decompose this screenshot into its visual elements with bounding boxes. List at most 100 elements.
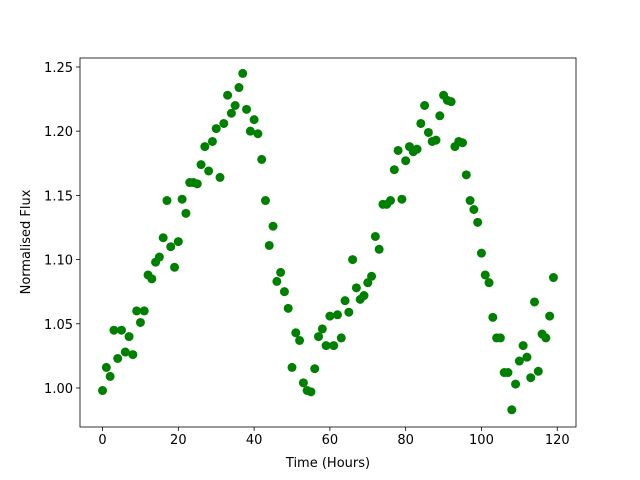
data-point	[314, 332, 324, 342]
data-point	[473, 217, 483, 227]
data-point	[359, 291, 369, 301]
data-point	[348, 255, 358, 265]
plot-frame	[79, 57, 577, 428]
data-point	[245, 126, 255, 136]
data-point	[173, 237, 183, 247]
data-point	[128, 350, 138, 360]
data-point	[514, 356, 524, 366]
data-point	[295, 335, 305, 345]
data-point	[234, 83, 244, 93]
data-point	[204, 166, 214, 176]
data-point	[397, 194, 407, 204]
x-tick-label: 80	[397, 433, 414, 448]
data-point	[495, 333, 505, 343]
data-point	[522, 352, 532, 362]
data-point	[321, 341, 331, 351]
data-point	[105, 371, 115, 381]
data-point	[332, 310, 342, 320]
data-point	[386, 196, 396, 206]
data-point	[367, 271, 377, 281]
data-point	[484, 278, 494, 288]
data-point	[158, 233, 168, 243]
y-tick-label: 1.20	[44, 125, 73, 140]
data-point	[272, 276, 282, 286]
data-point	[98, 386, 108, 396]
data-point	[325, 311, 335, 321]
data-point	[276, 267, 286, 277]
data-point	[135, 317, 145, 327]
data-point	[170, 262, 180, 272]
data-point	[132, 306, 142, 316]
data-point	[226, 108, 236, 118]
data-point	[223, 90, 233, 100]
data-point	[416, 118, 426, 128]
data-point	[249, 115, 259, 125]
x-tick-label: 40	[246, 433, 263, 448]
data-point	[283, 303, 293, 313]
data-point	[192, 179, 202, 189]
x-tick-label: 0	[98, 433, 106, 448]
data-point	[291, 328, 301, 338]
data-point	[116, 325, 126, 335]
data-point	[207, 136, 217, 146]
data-point	[507, 405, 517, 415]
data-point	[370, 231, 380, 241]
data-point	[340, 296, 350, 306]
data-point	[374, 244, 384, 254]
data-point	[533, 366, 543, 376]
data-point	[423, 127, 433, 137]
data-point	[541, 333, 551, 343]
data-point	[200, 142, 210, 152]
x-tick-label: 60	[322, 433, 339, 448]
data-point	[260, 196, 270, 206]
x-tick-label: 20	[170, 433, 187, 448]
data-point	[154, 252, 164, 262]
data-point	[511, 379, 521, 389]
data-point	[306, 387, 316, 397]
data-point	[139, 306, 149, 316]
data-point	[113, 353, 123, 363]
data-point	[109, 325, 119, 335]
data-point	[279, 287, 289, 297]
data-point	[101, 362, 111, 372]
data-point	[393, 145, 403, 155]
data-point	[181, 208, 191, 218]
data-point	[465, 196, 475, 206]
data-point	[120, 347, 130, 357]
data-point	[329, 341, 339, 351]
data-point	[469, 205, 479, 215]
data-point	[287, 362, 297, 372]
data-point	[166, 242, 176, 252]
data-point	[351, 283, 361, 293]
data-point	[230, 101, 240, 111]
data-point	[177, 194, 187, 204]
data-point	[310, 364, 320, 374]
data-point	[401, 156, 411, 166]
data-point	[257, 154, 267, 164]
data-point	[480, 270, 490, 280]
y-tick-label: 1.25	[44, 61, 73, 76]
y-tick-label: 1.10	[44, 254, 73, 269]
data-point	[242, 104, 252, 114]
data-point	[317, 324, 327, 334]
data-point	[211, 124, 221, 134]
y-axis-label: Normalised Flux	[19, 189, 34, 294]
data-point	[298, 378, 308, 388]
data-point	[215, 172, 225, 182]
y-tick-label: 1.05	[44, 318, 73, 333]
data-point	[238, 68, 248, 78]
data-point	[253, 129, 263, 139]
data-point	[344, 307, 354, 317]
data-point	[458, 138, 468, 148]
x-tick-label: 100	[469, 433, 494, 448]
data-point	[530, 297, 540, 307]
data-point	[336, 333, 346, 343]
data-point	[518, 341, 528, 351]
data-point	[526, 373, 536, 383]
y-tick-label: 1.15	[44, 189, 73, 204]
data-point	[545, 311, 555, 321]
data-point	[420, 101, 430, 111]
data-point	[389, 165, 399, 175]
data-point	[446, 97, 456, 107]
y-tick-label: 1.00	[44, 382, 73, 397]
